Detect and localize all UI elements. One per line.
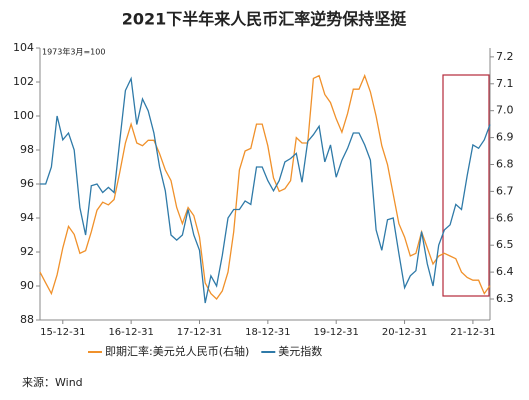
x-tick-label: 17-12-31 <box>177 327 222 338</box>
y2-tick-label: 7.1 <box>496 77 514 90</box>
y-tick-label: 98 <box>20 143 34 156</box>
x-tick-label: 21-12-31 <box>450 327 495 338</box>
y2-tick-label: 6.8 <box>496 157 514 170</box>
y-tick-label: 92 <box>20 245 34 258</box>
y-tick-label: 96 <box>20 177 34 190</box>
source: 来源：Wind <box>22 375 83 389</box>
y-tick-label: 90 <box>20 279 34 292</box>
y2-tick-label: 6.6 <box>496 211 514 224</box>
annotation: 1973年3月=100 <box>42 47 105 57</box>
y2-tick-label: 6.4 <box>496 265 514 278</box>
series-line <box>39 73 491 300</box>
chart-title: 2021下半年来人民币汇率逆势保持坚挺 <box>122 10 408 29</box>
legend-label: 美元指数 <box>278 344 322 358</box>
y2-tick-label: 6.3 <box>496 292 514 305</box>
y-tick-label: 94 <box>20 211 34 224</box>
y-tick-label: 100 <box>13 109 34 122</box>
y2-tick-label: 7.0 <box>496 104 514 117</box>
series-line <box>40 76 491 304</box>
y-tick-label: 88 <box>20 313 34 326</box>
x-tick-label: 20-12-31 <box>382 327 427 338</box>
y2-tick-label: 6.9 <box>496 131 514 144</box>
legend-label: 即期汇率:美元兑人民币(右轴) <box>105 344 249 358</box>
y2-tick-label: 6.5 <box>496 238 514 251</box>
highlight-box <box>442 74 490 297</box>
x-tick-label: 18-12-31 <box>245 327 290 338</box>
y-tick-label: 102 <box>13 75 34 88</box>
x-tick-label: 15-12-31 <box>40 327 85 338</box>
y2-tick-label: 6.7 <box>496 184 514 197</box>
x-tick-label: 16-12-31 <box>108 327 153 338</box>
y2-tick-label: 7.2 <box>496 50 514 63</box>
x-tick-label: 19-12-31 <box>314 327 359 338</box>
y-tick-label: 104 <box>13 41 34 54</box>
